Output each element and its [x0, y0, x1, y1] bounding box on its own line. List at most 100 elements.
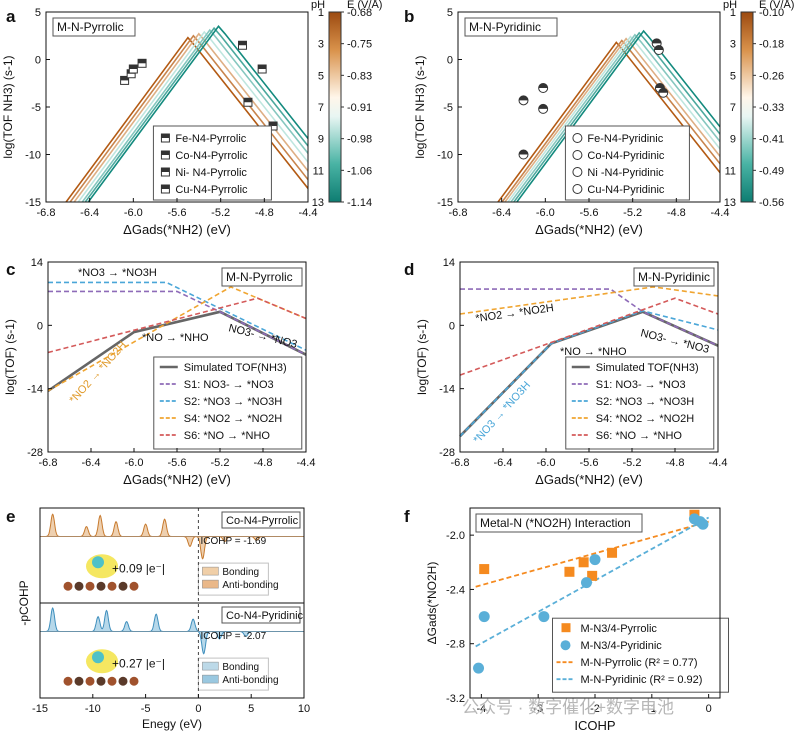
x-tick-label-d-2: -6.0: [537, 457, 556, 469]
data-marker-fill-b-6: [655, 83, 665, 88]
icohp-value-0: ICOHP = -1.69: [201, 536, 267, 547]
colorbar-ph-tick-a-3: 7: [318, 102, 324, 114]
legend-label-f-1: M-N3/4-Pyridinic: [581, 640, 663, 652]
scatter-circle-7: [697, 518, 709, 530]
scatter-circle-4: [589, 554, 601, 566]
volcano-lines-a: [65, 25, 308, 202]
colorbar-e-title-b: E (V/Å): [759, 0, 794, 11]
x-tick-label-a-1: -6.4: [80, 207, 99, 219]
inset-atom-0-6: [129, 581, 139, 591]
colorbar-e-tick-a-2: -0.83: [347, 70, 372, 82]
icohp-value-1: ICOHP = -2.07: [201, 631, 267, 642]
y-axis-label-f: ΔGads(*NO2H): [425, 562, 439, 645]
title-box-f: [475, 513, 643, 533]
panel-b-volcano-pyridinic: M-N-Pyridinic Fe-N4-Pyridinic Co-N4-Pyridi…: [413, 0, 794, 237]
fit-line-0: [475, 520, 709, 588]
sub-label-box-1: [221, 606, 301, 624]
title-box-a: [52, 17, 136, 37]
colorbar-ph-tick-a-4: 9: [318, 134, 324, 146]
data-marker-fill-b-2: [538, 83, 548, 88]
x-tick-label-d-0: -6.8: [451, 457, 470, 469]
legend-label-c-1: S1: NO3- → *NO3: [184, 379, 274, 391]
x-tick-label-c-0: -6.8: [39, 457, 58, 469]
colorbar-e-tick-b-3: -0.33: [759, 102, 784, 114]
colorbar-ph-tick-b-1: 3: [730, 39, 736, 51]
x-tick-label-b-2: -6.0: [536, 207, 555, 219]
legend-marker-b-2: [572, 167, 583, 177]
sub-label-1: Co-N4-Pyridinic: [226, 610, 304, 622]
legend-label-a-3: Cu-N4-Pyrrolic: [175, 184, 248, 196]
scatter-square-0: [479, 564, 490, 575]
y-tick-label-c-3: 14: [31, 257, 43, 269]
colorbar-b: [740, 11, 754, 203]
inset-atom-0-3: [96, 581, 106, 591]
colorbar-ph-tick-b-0: 1: [730, 7, 736, 19]
x-tick-label-b-4: -5.2: [623, 207, 642, 219]
legend-label-d-0: Simulated TOF(NH3): [596, 362, 699, 374]
colorbar-ph-tick-a-5: 11: [313, 165, 324, 177]
x-tick-label-f-4: 0: [706, 703, 712, 715]
series-line-d-3: [459, 286, 719, 315]
y-tick-label-d-2: 0: [449, 320, 455, 332]
legend-label-c-3: S4: *NO2 → *NO2H: [184, 413, 282, 425]
panel-letter-a: a: [6, 7, 16, 26]
legend-label-b-1: Co-N4-Pyridinic: [587, 150, 665, 162]
y-tick-label-a-2: -5: [31, 102, 41, 114]
pcohp-legend-swatch-1-0: [202, 661, 219, 671]
y-tick-label-f-2: -2.4: [446, 584, 465, 596]
colorbar-e-tick-a-0: -0.68: [347, 7, 372, 19]
legend-label-d-2: S2: *NO3 → *NO3H: [596, 396, 694, 408]
y-tick-label-b-2: -5: [443, 102, 453, 114]
colorbar-ph-tick-b-6: 13: [724, 197, 736, 209]
inset-atom-1-0: [63, 676, 73, 686]
plot-frame-e: [39, 507, 305, 699]
inset-atom-1-6: [129, 676, 139, 686]
annotation-c-0: *NO3 → *NO3H: [78, 267, 157, 279]
legend-marker-b-0: [572, 133, 583, 143]
colorbar-e-tick-b-1: -0.18: [759, 39, 784, 51]
title-box-c: [221, 267, 303, 287]
x-axis-label-e: Enegy (eV): [142, 717, 202, 731]
legend-marker-fill-a-0: [161, 134, 170, 138]
x-tick-label-d-3: -5.6: [580, 457, 599, 469]
y-tick-label-c-2: 0: [37, 320, 43, 332]
y-tick-label-b-0: -15: [437, 197, 453, 209]
inset-atom-0-2: [85, 581, 95, 591]
scatter-circle-1: [478, 611, 490, 623]
volcano-curve-pH-13: [87, 25, 308, 202]
colorbar-e-tick-a-6: -1.14: [347, 197, 372, 209]
panel-letter-e: e: [6, 507, 15, 526]
x-tick-label-b-6: -4.4: [711, 207, 730, 219]
sub-label-box-0: [221, 511, 301, 529]
y-axis-label-a: log(TOF NH3) (s-1): [1, 55, 15, 158]
y-axis-label-d: log(TOF) (s-1): [415, 319, 429, 395]
series-line-d-4: [459, 297, 719, 376]
data-marker-fill-b-0: [519, 95, 528, 101]
legend-label-f-3: M-N-Pyridinic (R² = 0.92): [581, 674, 703, 686]
legend-marker-fill-a-2: [161, 168, 170, 172]
colorbar-e-title-a: E (V/Å): [347, 0, 382, 11]
colorbar-ph-tick-b-4: 9: [730, 134, 736, 146]
scatter-square-4: [607, 547, 618, 558]
x-tick-label-f-3: -1: [647, 703, 657, 715]
data-marker-fill-b-1: [519, 150, 528, 155]
colorbar-ph-tick-a-0: 1: [318, 7, 324, 19]
colorbar-ph-tick-a-2: 5: [318, 70, 324, 82]
annotation-d-0: *NO2 → *NO2H: [475, 302, 555, 325]
title-b: M-N-Pyridinic: [469, 20, 541, 34]
title-d: M-N-Pyridinic: [638, 270, 710, 284]
colorbar-ph-tick-b-2: 5: [730, 70, 736, 82]
legend-marker-b-3: [572, 184, 583, 194]
legend-marker-f-1: [560, 640, 571, 651]
y-tick-label-a-3: 0: [35, 55, 41, 67]
panel-e-pcohp: Co-N4-Pyrrolic ICOHP = -1.69 +0.09 |e⁻| Bon…: [17, 507, 310, 731]
inset-atom-1-5: [118, 676, 128, 686]
colorbar-e-tick-a-3: -0.91: [347, 102, 372, 114]
panel-a-volcano-pyrrolic: M-N-Pyrrolic Fe-N4-Pyrrolic Co-N4-Pyrrolic…: [1, 0, 382, 237]
data-marker-fill-a-6: [258, 65, 267, 69]
series-line-c-4: [47, 297, 307, 354]
x-axis-label-a: ΔGads(*NH2) (eV): [123, 222, 231, 237]
legend-label-c-4: S6: *NO → *NHO: [184, 430, 271, 442]
annotation-d-3: *NO3 → *NO3H: [471, 379, 533, 446]
panel-d-tof-steps-pyridinic: M-N-Pyridinic *NO2 → *NO2H *NO → *NHO NO3- …: [415, 257, 727, 487]
